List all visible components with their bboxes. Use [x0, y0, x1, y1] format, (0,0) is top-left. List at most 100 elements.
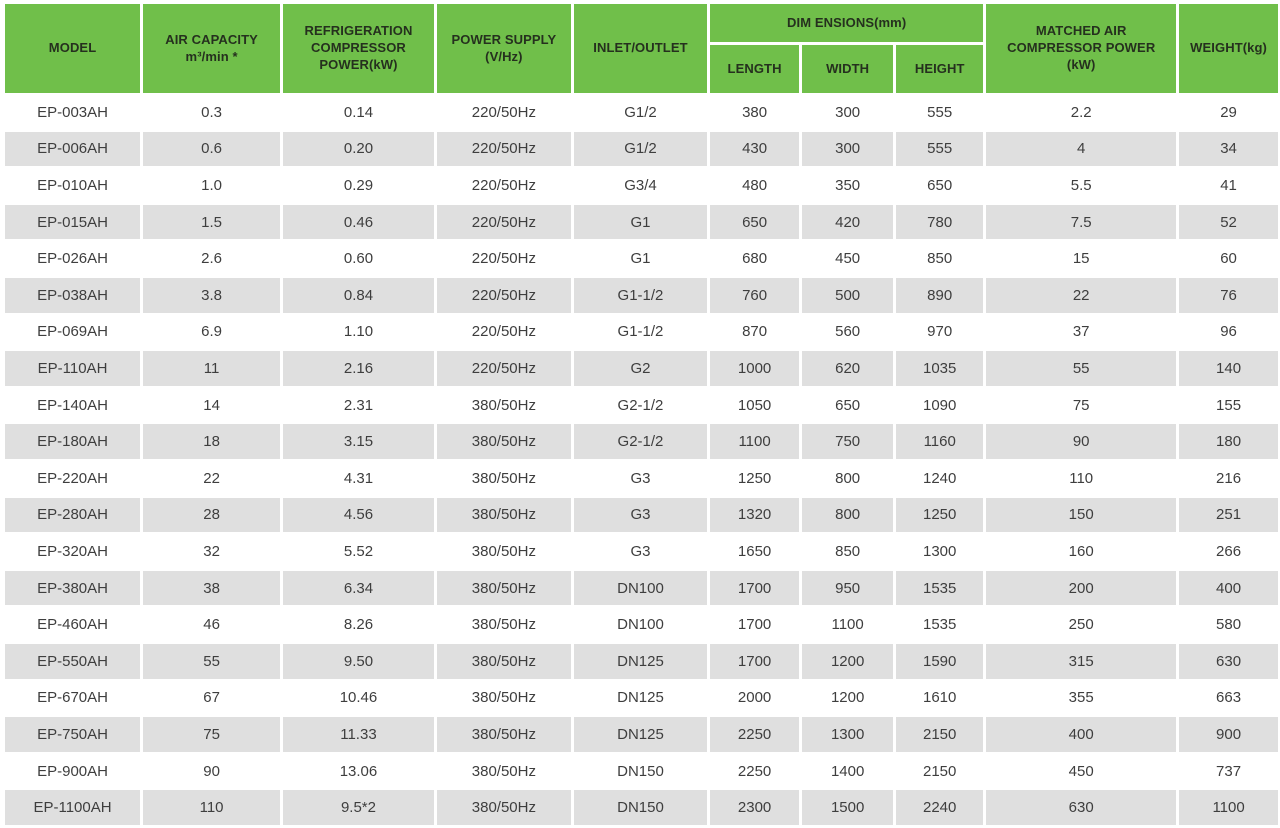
cell-weight: 34	[1179, 131, 1278, 167]
cell-matched-air-compressor-power: 2.2	[986, 95, 1177, 130]
cell-refrigeration-compressor-power: 1.10	[283, 314, 434, 350]
cell-model: EP-140AH	[5, 387, 141, 423]
cell-length: 1700	[710, 644, 800, 679]
cell-matched-air-compressor-power: 15	[986, 241, 1177, 276]
cell-width: 800	[802, 497, 894, 533]
cell-power-supply: 380/50Hz	[436, 753, 571, 789]
cell-matched-air-compressor-power: 37	[986, 314, 1177, 350]
column-header-air-capacity: AIR CAPACITY m³/min *	[143, 4, 281, 93]
cell-width: 1300	[802, 717, 894, 752]
cell-refrigeration-compressor-power: 11.33	[283, 717, 434, 752]
cell-length: 1700	[710, 607, 800, 642]
table-row: EP-550AH 55 9.50 380/50Hz DN125 1700 1200 1590 3…	[5, 644, 1278, 679]
cell-power-supply: 380/50Hz	[436, 534, 571, 569]
cell-inlet-outlet: G1-1/2	[573, 314, 708, 350]
cell-inlet-outlet: G1/2	[573, 95, 708, 130]
table-row: EP-320AH 32 5.52 380/50Hz G3 1650 850 1300 160 26…	[5, 534, 1278, 569]
cell-refrigeration-compressor-power: 0.14	[283, 95, 434, 130]
cell-height: 2150	[896, 753, 984, 789]
cell-air-capacity: 14	[143, 387, 281, 423]
cell-model: EP-750AH	[5, 717, 141, 752]
table-row: EP-069AH 6.9 1.10 220/50Hz G1-1/2 870 560 970 37…	[5, 314, 1278, 350]
table-row: EP-280AH 28 4.56 380/50Hz G3 1320 800 1250 150 25…	[5, 497, 1278, 533]
cell-model: EP-110AH	[5, 351, 141, 386]
cell-model: EP-010AH	[5, 168, 141, 203]
table-row: EP-006AH 0.6 0.20 220/50Hz G1/2 430 300 555 4 34	[5, 131, 1278, 167]
cell-inlet-outlet: DN100	[573, 570, 708, 606]
cell-refrigeration-compressor-power: 0.60	[283, 241, 434, 276]
cell-height: 2240	[896, 790, 984, 825]
cell-power-supply: 220/50Hz	[436, 351, 571, 386]
cell-width: 800	[802, 461, 894, 496]
cell-inlet-outlet: DN125	[573, 644, 708, 679]
cell-model: EP-038AH	[5, 278, 141, 313]
cell-refrigeration-compressor-power: 0.84	[283, 278, 434, 313]
cell-length: 680	[710, 241, 800, 276]
cell-model: EP-1100AH	[5, 790, 141, 825]
cell-matched-air-compressor-power: 450	[986, 753, 1177, 789]
cell-length: 1250	[710, 461, 800, 496]
table-row: EP-140AH 14 2.31 380/50Hz G2-1/2 1050 650 1090 7…	[5, 387, 1278, 423]
table-row: EP-110AH 11 2.16 220/50Hz G2 1000 620 1035 55 140	[5, 351, 1278, 386]
cell-power-supply: 380/50Hz	[436, 424, 571, 459]
cell-weight: 60	[1179, 241, 1278, 276]
cell-power-supply: 380/50Hz	[436, 461, 571, 496]
cell-weight: 266	[1179, 534, 1278, 569]
cell-width: 1200	[802, 644, 894, 679]
cell-power-supply: 220/50Hz	[436, 241, 571, 276]
cell-inlet-outlet: DN100	[573, 607, 708, 642]
cell-matched-air-compressor-power: 22	[986, 278, 1177, 313]
cell-inlet-outlet: G2-1/2	[573, 387, 708, 423]
cell-model: EP-900AH	[5, 753, 141, 789]
cell-width: 350	[802, 168, 894, 203]
cell-weight: 400	[1179, 570, 1278, 606]
cell-air-capacity: 46	[143, 607, 281, 642]
cell-weight: 251	[1179, 497, 1278, 533]
cell-weight: 96	[1179, 314, 1278, 350]
cell-matched-air-compressor-power: 400	[986, 717, 1177, 752]
table-row: EP-026AH 2.6 0.60 220/50Hz G1 680 450 850 15 60	[5, 241, 1278, 276]
cell-refrigeration-compressor-power: 6.34	[283, 570, 434, 606]
table-row: EP-180AH 18 3.15 380/50Hz G2-1/2 1100 750 1160 9…	[5, 424, 1278, 459]
cell-weight: 630	[1179, 644, 1278, 679]
cell-power-supply: 220/50Hz	[436, 131, 571, 167]
column-header-height: HEIGHT	[896, 45, 984, 93]
cell-air-capacity: 90	[143, 753, 281, 789]
cell-matched-air-compressor-power: 250	[986, 607, 1177, 642]
cell-weight: 52	[1179, 204, 1278, 240]
cell-height: 850	[896, 241, 984, 276]
cell-air-capacity: 0.6	[143, 131, 281, 167]
cell-height: 1240	[896, 461, 984, 496]
cell-air-capacity: 110	[143, 790, 281, 825]
cell-inlet-outlet: G3/4	[573, 168, 708, 203]
table-row: EP-900AH 90 13.06 380/50Hz DN150 2250 1400 2150…	[5, 753, 1278, 789]
cell-power-supply: 380/50Hz	[436, 387, 571, 423]
cell-refrigeration-compressor-power: 0.20	[283, 131, 434, 167]
cell-length: 650	[710, 204, 800, 240]
cell-matched-air-compressor-power: 90	[986, 424, 1177, 459]
cell-inlet-outlet: G1-1/2	[573, 278, 708, 313]
cell-weight: 737	[1179, 753, 1278, 789]
cell-matched-air-compressor-power: 160	[986, 534, 1177, 569]
cell-matched-air-compressor-power: 5.5	[986, 168, 1177, 203]
cell-height: 890	[896, 278, 984, 313]
cell-length: 2250	[710, 717, 800, 752]
cell-height: 1160	[896, 424, 984, 459]
cell-length: 1650	[710, 534, 800, 569]
cell-power-supply: 380/50Hz	[436, 790, 571, 825]
cell-height: 970	[896, 314, 984, 350]
cell-inlet-outlet: G1	[573, 241, 708, 276]
cell-height: 1535	[896, 570, 984, 606]
table-row: EP-220AH 22 4.31 380/50Hz G3 1250 800 1240 110 21…	[5, 461, 1278, 496]
cell-matched-air-compressor-power: 355	[986, 680, 1177, 716]
cell-power-supply: 220/50Hz	[436, 95, 571, 130]
cell-inlet-outlet: G1/2	[573, 131, 708, 167]
cell-air-capacity: 1.0	[143, 168, 281, 203]
cell-refrigeration-compressor-power: 10.46	[283, 680, 434, 716]
cell-height: 1250	[896, 497, 984, 533]
cell-refrigeration-compressor-power: 9.50	[283, 644, 434, 679]
column-header-inlet-outlet: INLET/OUTLET	[573, 4, 708, 93]
cell-width: 420	[802, 204, 894, 240]
table-row: EP-750AH 75 11.33 380/50Hz DN125 2250 1300 2150…	[5, 717, 1278, 752]
cell-air-capacity: 6.9	[143, 314, 281, 350]
